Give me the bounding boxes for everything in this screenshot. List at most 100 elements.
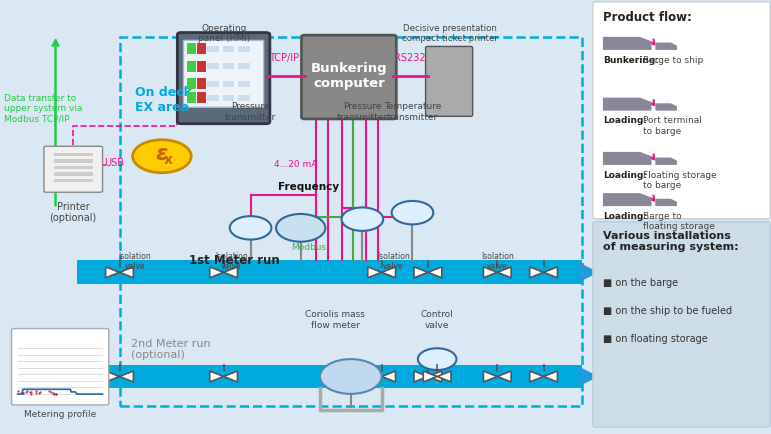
Text: Pressure
transmitter: Pressure transmitter (225, 102, 276, 122)
Circle shape (320, 359, 382, 394)
Bar (223, 81, 234, 87)
Polygon shape (544, 267, 557, 278)
Polygon shape (483, 371, 497, 382)
Polygon shape (603, 152, 651, 165)
Bar (238, 95, 250, 101)
FancyBboxPatch shape (177, 33, 270, 124)
Polygon shape (655, 43, 677, 50)
Text: ε: ε (156, 144, 168, 164)
Bar (54, 172, 93, 176)
FancyBboxPatch shape (44, 146, 103, 192)
Bar (207, 63, 219, 69)
Bar (197, 78, 206, 89)
Bar (238, 63, 250, 69)
Polygon shape (497, 371, 511, 382)
Text: Floating storage
to barge: Floating storage to barge (643, 171, 717, 190)
Polygon shape (437, 371, 451, 382)
Bar (207, 95, 219, 101)
Text: Data transfer to
upper system via
Modbus TCP/IP: Data transfer to upper system via Modbus… (4, 94, 82, 123)
Bar (197, 43, 206, 54)
Text: Frequency: Frequency (278, 181, 338, 192)
Bar (54, 166, 93, 169)
Bar (187, 78, 196, 89)
FancyBboxPatch shape (183, 40, 264, 107)
Bar (187, 61, 196, 72)
Circle shape (276, 214, 325, 242)
Bar (18, 374, 103, 375)
Text: Decisive presentation
compact ticket printer: Decisive presentation compact ticket pri… (402, 24, 497, 43)
FancyBboxPatch shape (426, 46, 473, 116)
Polygon shape (530, 371, 544, 382)
Polygon shape (655, 158, 677, 165)
Bar (77, 365, 582, 388)
Text: USB: USB (104, 158, 124, 168)
Polygon shape (368, 267, 382, 278)
Polygon shape (120, 267, 133, 278)
Bar (223, 46, 234, 52)
Polygon shape (224, 371, 237, 382)
Circle shape (342, 207, 383, 231)
Text: Printer
(optional): Printer (optional) (49, 202, 97, 224)
Text: Barge to
floating storage: Barge to floating storage (643, 212, 715, 231)
Bar (18, 361, 103, 362)
Bar (18, 348, 103, 349)
Polygon shape (423, 371, 437, 382)
Polygon shape (414, 267, 428, 278)
Bar (197, 92, 206, 103)
Polygon shape (483, 267, 497, 278)
Text: Isolation
valve: Isolation valve (377, 252, 409, 271)
Polygon shape (428, 267, 442, 278)
FancyBboxPatch shape (301, 35, 396, 119)
Polygon shape (368, 371, 382, 382)
FancyBboxPatch shape (593, 2, 770, 219)
Polygon shape (530, 267, 544, 278)
Text: Loading:: Loading: (603, 116, 647, 125)
Bar (18, 381, 103, 382)
Polygon shape (382, 267, 396, 278)
Bar (54, 179, 93, 182)
Text: Loading:: Loading: (603, 171, 647, 180)
Polygon shape (428, 371, 442, 382)
Polygon shape (603, 193, 651, 206)
Text: 4...20 mA: 4...20 mA (274, 161, 317, 169)
Circle shape (230, 216, 271, 240)
Text: ■ on the barge: ■ on the barge (603, 278, 678, 288)
Bar (207, 81, 219, 87)
Polygon shape (655, 199, 677, 206)
Text: Various installations
of measuring system:: Various installations of measuring syste… (603, 231, 739, 253)
Text: Isolation
valve: Isolation valve (215, 252, 247, 271)
Polygon shape (224, 267, 237, 278)
Polygon shape (414, 371, 428, 382)
Text: ■ on the ship to be fueled: ■ on the ship to be fueled (603, 306, 732, 316)
Text: Coriolis mass
flow meter: Coriolis mass flow meter (305, 310, 365, 330)
Bar (223, 63, 234, 69)
Bar (18, 355, 103, 356)
Polygon shape (210, 267, 224, 278)
Text: Loading:: Loading: (603, 212, 647, 221)
Polygon shape (210, 371, 224, 382)
Bar (238, 81, 250, 87)
Polygon shape (603, 37, 651, 50)
Text: x: x (163, 153, 173, 167)
Bar (54, 159, 93, 163)
Polygon shape (603, 98, 651, 111)
Bar (77, 260, 582, 284)
Text: Modbus: Modbus (291, 243, 327, 252)
Text: Metering profile: Metering profile (24, 410, 96, 419)
Bar (207, 46, 219, 52)
Text: ■ on floating storage: ■ on floating storage (603, 334, 708, 344)
Text: Bunkering:: Bunkering: (603, 56, 658, 65)
Polygon shape (106, 267, 120, 278)
Bar (18, 394, 103, 395)
Text: RS232: RS232 (394, 53, 426, 63)
Text: Operating
panel (HMI): Operating panel (HMI) (198, 24, 251, 43)
Text: Barge to ship: Barge to ship (643, 56, 703, 65)
Polygon shape (544, 371, 557, 382)
Bar (187, 43, 196, 54)
Text: On deck
EX area: On deck EX area (135, 86, 192, 114)
Circle shape (392, 201, 433, 224)
Bar (238, 46, 250, 52)
Text: 1st Meter run: 1st Meter run (189, 254, 280, 267)
Text: Isolation
valve: Isolation valve (481, 252, 513, 271)
Bar (18, 368, 103, 369)
